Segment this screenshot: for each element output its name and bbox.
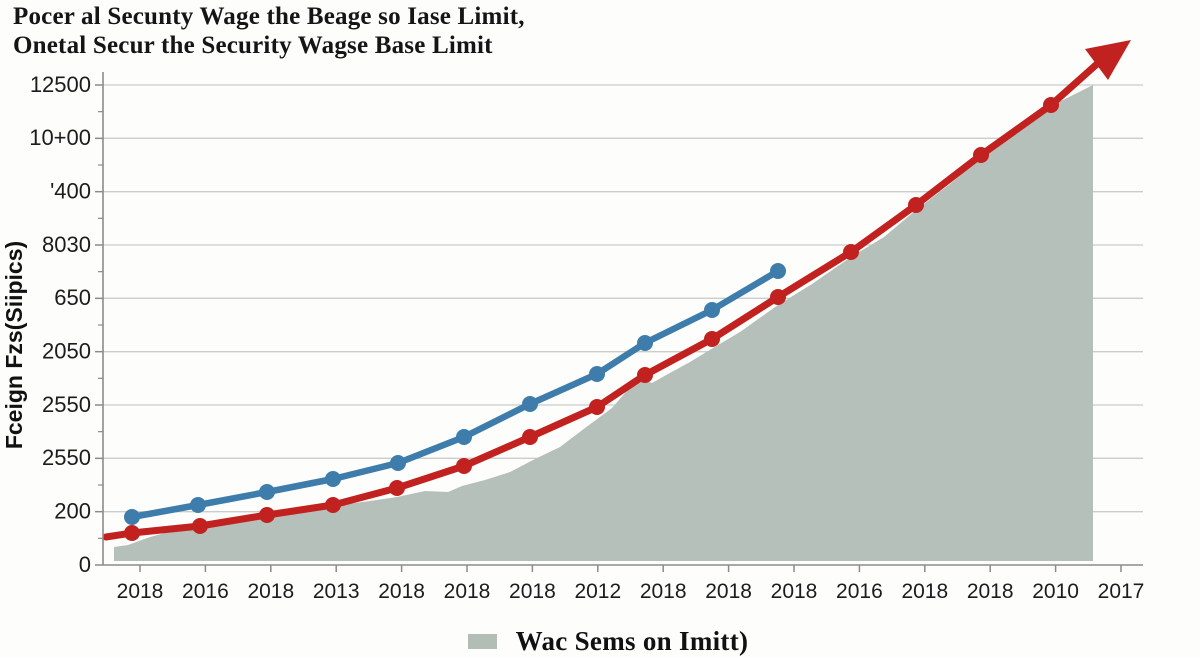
x-tick-label: 2018 — [771, 580, 818, 603]
blue-series-marker — [637, 335, 653, 351]
legend: Wac Sems on Imitt) — [0, 626, 1200, 657]
red-series-marker — [456, 458, 472, 474]
x-tick-label: 2016 — [836, 580, 883, 603]
x-tick-label: 2018 — [705, 580, 752, 603]
x-tick-label: 2017 — [1098, 580, 1145, 603]
x-tick-label: 2012 — [574, 580, 621, 603]
red-series-marker — [259, 507, 275, 523]
y-tick-label: 10+00 — [29, 125, 91, 150]
legend-label: Wac Sems on Imitt) — [515, 626, 749, 656]
blue-series-marker — [325, 471, 341, 487]
blue-series-marker — [770, 263, 786, 279]
y-tick-label: 650 — [54, 285, 91, 310]
blue-series-marker — [259, 484, 275, 500]
red-series-marker — [843, 244, 859, 260]
red-series-marker — [973, 147, 989, 163]
blue-series-marker — [124, 509, 140, 525]
x-tick-label: 2018 — [378, 580, 425, 603]
red-series-marker — [589, 399, 605, 415]
red-series-marker — [637, 367, 653, 383]
axes-layer — [95, 72, 1143, 572]
x-tick-label: 2018 — [640, 580, 687, 603]
trend-arrowhead-icon — [1085, 40, 1131, 80]
red-series-marker — [908, 197, 924, 213]
x-tick-label: 2018 — [444, 580, 491, 603]
y-tick-label: 2050 — [42, 338, 91, 363]
axis-labels-layer: 12500 10+00 '400 8030 650 2050 2550 2550 200 0 201… — [29, 72, 1144, 603]
y-axis-title: Fceign Fzs(Siipics) — [1, 241, 27, 449]
blue-series-marker — [456, 429, 472, 445]
blue-series-marker — [704, 302, 720, 318]
y-tick-label: 12500 — [30, 72, 91, 97]
y-tick-label: 2550 — [42, 392, 91, 417]
x-tick-label: 2018 — [509, 580, 556, 603]
red-series-marker — [770, 289, 786, 305]
x-tick-label: 2018 — [117, 580, 164, 603]
blue-series-marker — [190, 497, 206, 513]
y-tick-label: 8030 — [42, 232, 91, 257]
x-tick-label: 2016 — [182, 580, 229, 603]
legend-swatch — [467, 634, 497, 649]
red-series-marker — [704, 331, 720, 347]
red-series-marker — [124, 525, 140, 541]
chart-title: Pocer al Secunty Wage the Beage so Iase … — [13, 2, 525, 60]
y-tick-label: 0 — [79, 552, 91, 577]
blue-series-marker — [589, 366, 605, 382]
x-tick-label: 2018 — [247, 580, 294, 603]
red-series-marker — [522, 429, 538, 445]
series-layer — [102, 40, 1131, 561]
red-series-marker — [389, 480, 405, 496]
blue-series-marker — [522, 396, 538, 412]
area-series — [114, 85, 1093, 561]
red-series-marker — [1043, 97, 1059, 113]
x-tick-label: 2010 — [1032, 580, 1079, 603]
red-series-marker — [192, 518, 208, 534]
x-tick-label: 2018 — [967, 580, 1014, 603]
red-series-marker — [325, 497, 341, 513]
chart-title-line1: Pocer al Secunty Wage the Beage so Iase … — [13, 3, 525, 30]
x-tick-label: 2018 — [901, 580, 948, 603]
y-tick-label: 200 — [54, 498, 91, 523]
blue-series-marker — [390, 455, 406, 471]
y-tick-label: '400 — [50, 178, 91, 203]
y-tick-label: 2550 — [42, 445, 91, 470]
chart-title-line2: Onetal Secur the Security Wagse Base Lim… — [13, 32, 493, 59]
x-tick-label: 2013 — [313, 580, 360, 603]
